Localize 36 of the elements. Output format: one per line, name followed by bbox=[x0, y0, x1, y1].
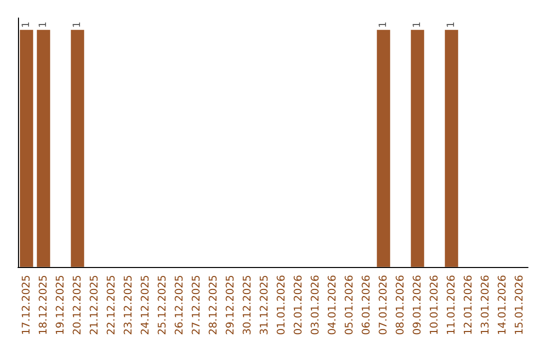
x-tick-label: 24.12.2025 bbox=[140, 274, 152, 336]
data-label: 1 bbox=[21, 21, 32, 28]
x-tick-label: 12.01.2026 bbox=[462, 274, 474, 336]
x-tick-label: 07.01.2026 bbox=[378, 274, 390, 336]
x-tick-label: 28.12.2025 bbox=[208, 274, 220, 336]
x-tick-label: 19.12.2025 bbox=[54, 274, 66, 336]
x-tick-label: 13.01.2026 bbox=[480, 274, 492, 336]
x-tick-label: 22.12.2025 bbox=[106, 274, 118, 336]
x-tick-label: 01.01.2026 bbox=[276, 274, 288, 336]
data-label: 1 bbox=[38, 21, 49, 28]
x-tick-label: 10.01.2026 bbox=[428, 274, 440, 336]
x-tick-label: 27.12.2025 bbox=[190, 274, 202, 336]
x-tick-label: 04.01.2026 bbox=[326, 274, 338, 336]
x-tick-label: 26.12.2025 bbox=[174, 274, 186, 336]
x-tick-label: 23.12.2025 bbox=[122, 274, 134, 336]
x-tick-label: 31.12.2025 bbox=[258, 274, 270, 336]
x-tick-label: 20.12.2025 bbox=[72, 274, 84, 336]
data-label: 1 bbox=[72, 21, 83, 28]
x-tick-label: 18.12.2025 bbox=[38, 274, 50, 336]
x-tick-label: 15.01.2026 bbox=[514, 274, 526, 336]
x-tick-label: 06.01.2026 bbox=[360, 274, 372, 336]
x-tick-label: 08.01.2026 bbox=[394, 274, 406, 336]
x-tick-label: 03.01.2026 bbox=[310, 274, 322, 336]
x-tick-label: 09.01.2026 bbox=[412, 274, 424, 336]
x-tick-label: 17.12.2025 bbox=[20, 274, 32, 336]
data-label: 1 bbox=[446, 21, 457, 28]
data-label: 1 bbox=[378, 21, 389, 28]
x-tick-label: 30.12.2025 bbox=[242, 274, 254, 336]
data-label: 1 bbox=[412, 21, 423, 28]
x-tick-label: 11.01.2026 bbox=[446, 274, 458, 336]
x-tick-label: 14.01.2026 bbox=[496, 274, 508, 336]
x-tick-label: 02.01.2026 bbox=[292, 274, 304, 336]
x-tick-label: 25.12.2025 bbox=[156, 274, 168, 336]
x-tick-label: 21.12.2025 bbox=[88, 274, 100, 336]
x-tick-label: 29.12.2025 bbox=[224, 274, 236, 336]
x-tick-label: 05.01.2026 bbox=[344, 274, 356, 336]
